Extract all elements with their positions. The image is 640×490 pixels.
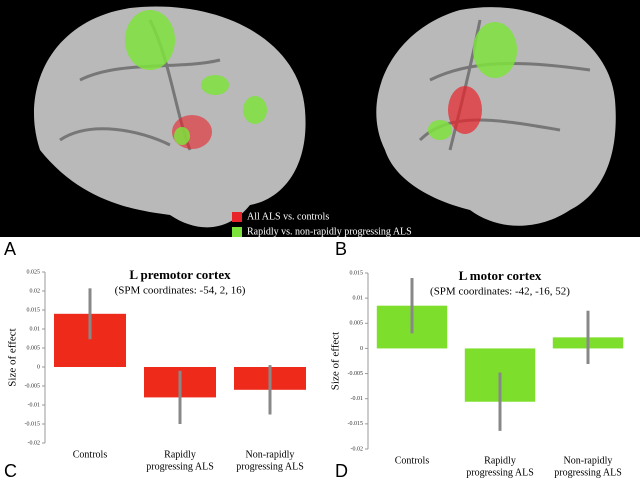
y-axis-label: Size of effect — [7, 328, 19, 386]
y-tick-label: 0.015 — [27, 307, 41, 313]
y-tick-label: -0.015 — [348, 421, 364, 427]
y-tick-label: -0.015 — [25, 421, 41, 427]
y-tick-label: 0.005 — [350, 321, 364, 327]
y-axis-label: Size of effect — [330, 332, 342, 390]
chart-title: L premotor cortex — [129, 267, 231, 282]
y-tick-label: 0 — [37, 364, 40, 370]
y-tick-label: -0.005 — [348, 371, 364, 377]
panel-letter: A — [4, 239, 16, 259]
x-tick-label: Non-rapidly — [564, 455, 613, 466]
y-tick-label: -0.01 — [351, 396, 364, 402]
x-tick-label: progressing ALS — [146, 461, 214, 472]
x-tick-label: Rapidly — [484, 455, 516, 466]
chart-subtitle: (SPM coordinates: -54, 2, 16) — [115, 285, 246, 297]
legend-swatch — [232, 227, 242, 237]
panel-letter: B — [335, 239, 347, 259]
brain-right — [376, 7, 616, 226]
y-tick-label: 0.01 — [353, 296, 364, 302]
panel-letter: D — [335, 461, 348, 481]
x-tick-label: Controls — [395, 455, 430, 466]
y-tick-label: 0.02 — [30, 288, 41, 294]
x-tick-label: Rapidly — [164, 449, 196, 460]
chart-subtitle: (SPM coordinates: -42, -16, 52) — [430, 286, 570, 298]
legend-swatch — [232, 212, 242, 222]
panel-letter: C — [4, 461, 17, 481]
y-tick-label: -0.02 — [351, 446, 364, 452]
y-tick-label: 0.005 — [27, 345, 41, 351]
y-tick-label: 0.01 — [30, 326, 41, 332]
y-tick-label: 0 — [360, 346, 363, 352]
y-tick-label: -0.005 — [25, 383, 41, 389]
y-tick-label: -0.02 — [28, 440, 41, 446]
x-tick-label: progressing ALS — [554, 467, 622, 478]
x-tick-label: progressing ALS — [236, 461, 304, 472]
x-tick-label: Non-rapidly — [246, 449, 295, 460]
legend-label: All ALS vs. controls — [247, 211, 329, 222]
legend-label: Rapidly vs. non-rapidly progressing ALS — [247, 226, 412, 237]
x-tick-label: Controls — [73, 449, 108, 460]
y-tick-label: 0.025 — [27, 269, 41, 275]
y-tick-label: 0.015 — [350, 270, 364, 276]
x-tick-label: progressing ALS — [466, 467, 534, 478]
chart-title: L motor cortex — [459, 268, 542, 283]
brain-left — [34, 6, 306, 228]
y-tick-label: -0.01 — [28, 402, 41, 408]
